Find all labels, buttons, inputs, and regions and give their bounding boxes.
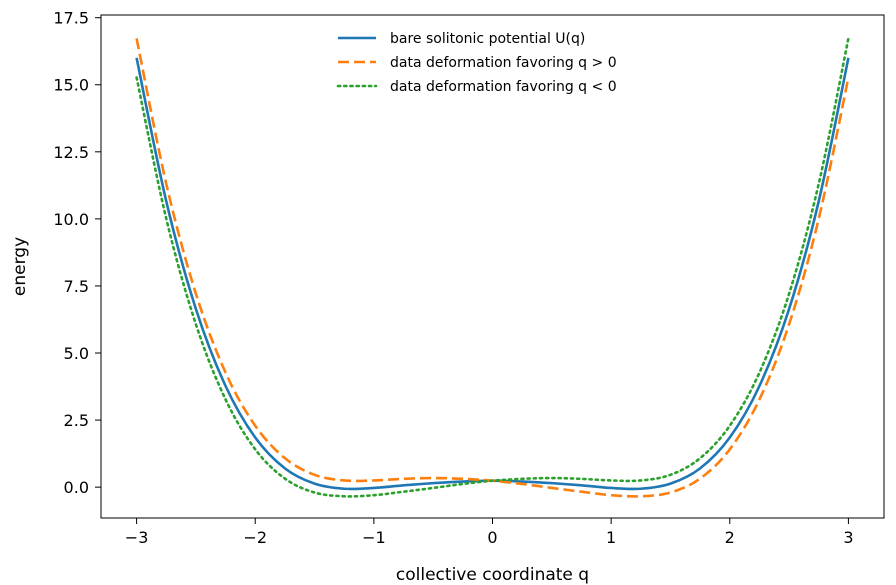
y-tick-label: 17.5 xyxy=(53,9,89,28)
x-tick-label: −3 xyxy=(125,528,149,547)
y-axis: 0.0 2.5 5.0 7.5 10.0 12.5 15.0 17.5 xyxy=(53,9,101,497)
legend: bare solitonic potential U(q) data deform… xyxy=(336,31,617,95)
series-line-2 xyxy=(135,38,850,498)
y-tick-label: 15.0 xyxy=(53,76,89,95)
y-tick-label: 0.0 xyxy=(64,478,89,497)
y-tick-label: 12.5 xyxy=(53,143,89,162)
series-lines xyxy=(135,37,850,498)
y-tick-label: 2.5 xyxy=(64,411,89,430)
legend-label-2: data deformation favoring q > 0 xyxy=(390,55,617,71)
x-tick-label: 3 xyxy=(843,528,853,547)
legend-label-1: bare solitonic potential U(q) xyxy=(390,31,585,47)
x-axis-label: collective coordinate q xyxy=(396,565,589,585)
y-tick-label: 10.0 xyxy=(53,210,89,229)
x-axis: −3 −2 −1 0 1 2 3 xyxy=(125,518,854,547)
y-tick-label: 5.0 xyxy=(64,344,89,363)
x-tick-label: 2 xyxy=(725,528,735,547)
series-line-3 xyxy=(135,37,850,498)
y-axis-label: energy xyxy=(10,237,30,296)
series-line-1 xyxy=(135,57,850,491)
x-tick-label: 1 xyxy=(606,528,616,547)
legend-label-3: data deformation favoring q < 0 xyxy=(390,79,617,95)
x-tick-label: −1 xyxy=(362,528,386,547)
x-tick-label: 0 xyxy=(487,528,497,547)
x-tick-label: −2 xyxy=(243,528,267,547)
y-tick-label: 7.5 xyxy=(64,277,89,296)
